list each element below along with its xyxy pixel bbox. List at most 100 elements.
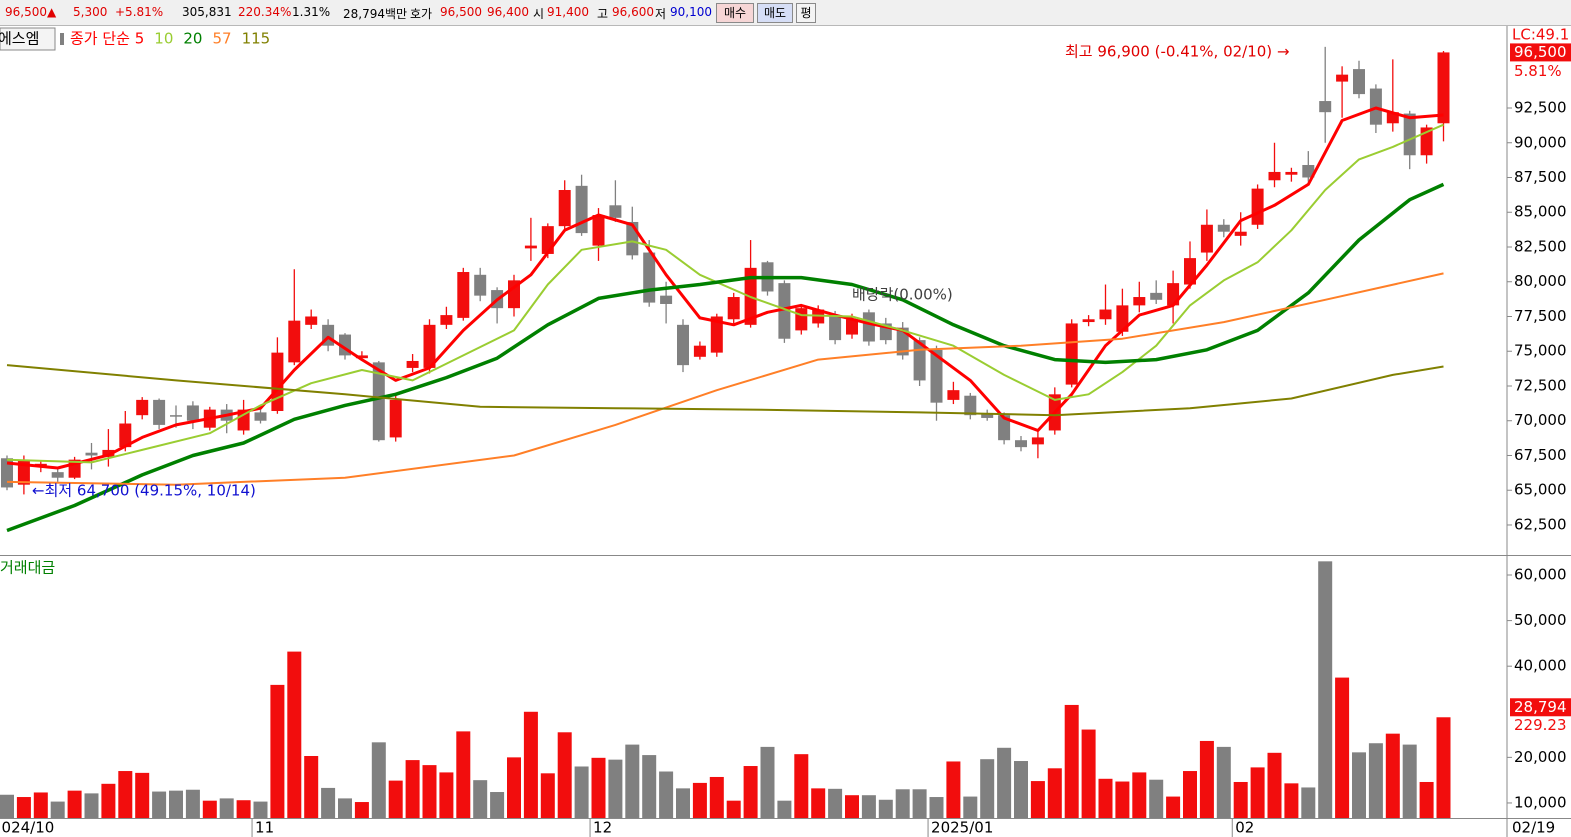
candle-body: [981, 413, 994, 418]
candle-body: [592, 215, 605, 246]
toolbar-button[interactable]: 매도: [757, 3, 793, 23]
volume-bar: [202, 800, 217, 818]
candle-body: [1065, 323, 1078, 385]
volume-bar: [912, 789, 927, 818]
volume-bar: [1047, 768, 1062, 818]
volume-bar: [50, 801, 65, 818]
toolbar-button[interactable]: 평: [796, 3, 816, 23]
x-end-label: 02/19: [1512, 819, 1555, 837]
volume-bar: [1233, 781, 1248, 818]
symbol-name: 에스엠: [0, 30, 39, 48]
volume-bar: [1267, 752, 1282, 818]
volume-bar: [997, 747, 1012, 818]
volume-bar: [33, 792, 48, 818]
legend-entry: 10: [154, 30, 173, 48]
moving-average-line: [6, 182, 1445, 533]
candle-body: [693, 345, 706, 357]
volume-bar: [456, 731, 471, 818]
volume-bar: [219, 798, 234, 818]
volume-bar: [1199, 740, 1214, 818]
volume-bar: [811, 788, 826, 818]
x-tick-label: 12: [593, 819, 612, 837]
moving-average-line: [6, 106, 1444, 470]
toolbar-item: 고: [597, 7, 609, 21]
candle-body: [237, 409, 250, 431]
last-price-box: [1510, 43, 1571, 62]
toolbar-item: 호가: [410, 7, 433, 21]
candle-body: [170, 415, 182, 417]
candle-body: [440, 315, 453, 325]
volume-bar: [185, 789, 200, 818]
x-tick-label: 11: [255, 819, 274, 837]
legend-icon: [60, 33, 64, 45]
volume-bar: [1301, 787, 1316, 818]
candle-body: [305, 316, 318, 325]
y-tick-label: 20,000: [1514, 748, 1567, 766]
candle-body: [406, 360, 419, 368]
volume-bar: [878, 799, 893, 818]
toolbar-item: 96,400: [487, 5, 529, 19]
candle-body: [829, 315, 842, 341]
y-tick-label: 92,500: [1514, 99, 1567, 117]
moving-average-line: [6, 272, 1444, 486]
volume-bar: [236, 800, 251, 818]
candle-body: [1336, 74, 1349, 82]
candle-body: [727, 297, 740, 320]
volume-bar: [354, 802, 369, 818]
volume-bar: [253, 801, 268, 818]
x-tick-label: 2025/01: [931, 819, 993, 837]
y-tick-label: 80,000: [1514, 272, 1567, 290]
volume-bar: [169, 790, 183, 818]
candle-body: [947, 390, 960, 400]
volume-bar: [1081, 729, 1096, 818]
candle-body: [389, 399, 402, 438]
y-tick-label: 67,500: [1514, 446, 1567, 464]
y-tick-label: 87,500: [1514, 168, 1567, 186]
candle-body: [609, 205, 622, 218]
candle-body: [1, 458, 13, 488]
candle-body: [1353, 69, 1365, 95]
legend-entry: 115: [242, 30, 271, 48]
volume-bar: [135, 772, 150, 818]
volume-bar: [67, 790, 82, 818]
candle-body: [1319, 101, 1332, 113]
candle-body: [710, 316, 723, 353]
candle-body: [136, 399, 149, 416]
toolbar-item: 96,600: [612, 5, 654, 19]
candle-body: [153, 399, 166, 425]
candle-body: [1015, 440, 1027, 448]
volume-bar: [1436, 717, 1451, 818]
candle-body: [1234, 231, 1247, 236]
y-tick-label: 62,500: [1514, 515, 1567, 533]
toolbar-item: 1.31%: [292, 5, 331, 19]
toolbar-item: 305,831: [182, 5, 232, 19]
annotation: 최고 96,900 (-0.41%, 02/10) →: [1065, 43, 1290, 61]
candle-body: [1184, 258, 1196, 285]
price-panel: [1, 46, 1450, 533]
toolbar-item: 90,100: [670, 5, 712, 19]
volume-panel: [0, 561, 1451, 818]
volume-bar: [523, 711, 538, 818]
y-tick-label: 50,000: [1514, 611, 1567, 629]
moving-average-line: [6, 364, 1444, 417]
candle-body: [271, 352, 284, 412]
toolbar-item: 96,500: [440, 5, 482, 19]
candle-body: [862, 312, 875, 342]
candle-body: [795, 308, 808, 331]
volume-bar: [540, 773, 555, 818]
axes: 62,500 65,000 67,500 70,000 72,500 75,000 77,5…: [2, 26, 1571, 837]
y-tick-label: 82,500: [1514, 237, 1567, 255]
candle-body: [186, 405, 199, 421]
candle-body: [1285, 171, 1298, 175]
volume-bar: [1318, 561, 1333, 818]
volume-bar: [980, 759, 995, 818]
volume-bar: [0, 794, 14, 818]
toolbar-button[interactable]: 매수: [716, 3, 754, 23]
corner-label: LC:49.1: [1512, 26, 1569, 44]
toolbar-item: 91,400: [547, 5, 589, 19]
volume-bar: [676, 788, 690, 818]
candle-body: [1251, 188, 1264, 225]
moving-average-line: [6, 123, 1444, 464]
y-tick-label: 60,000: [1514, 566, 1567, 584]
